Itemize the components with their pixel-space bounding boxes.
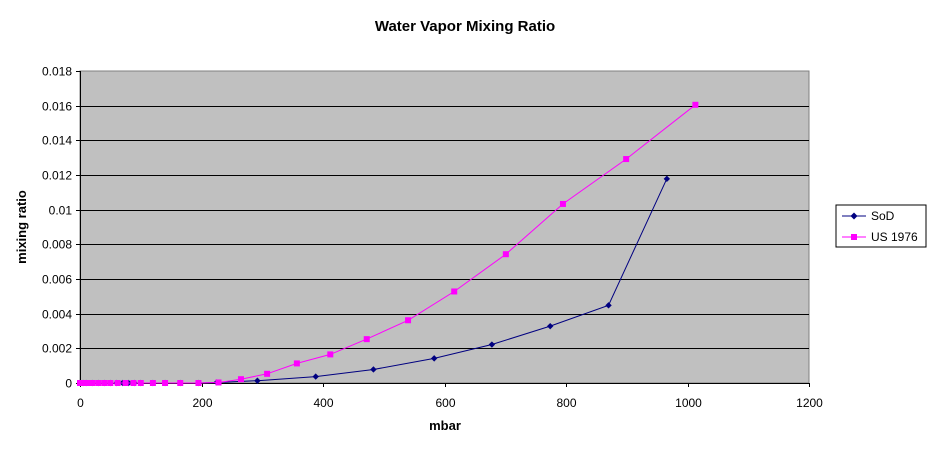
data-point-us1976 [80, 380, 87, 386]
legend-label-us1976: US 1976 [871, 230, 918, 244]
y-tick-label: 0.016 [42, 100, 72, 114]
data-point-us1976 [623, 156, 630, 163]
data-point-us1976 [114, 380, 121, 386]
data-point-sod [547, 322, 554, 330]
data-point-us1976 [130, 380, 137, 386]
axes [76, 71, 810, 387]
plot-area [79, 70, 810, 384]
y-tick-label: 0.006 [42, 273, 72, 287]
y-axis-title: mixing ratio [14, 190, 29, 264]
x-tick-label: 400 [313, 396, 333, 410]
data-point-us1976 [559, 200, 566, 207]
y-tick-label: 0.002 [42, 342, 72, 356]
data-point-us1976 [692, 101, 699, 108]
data-point-us1976 [195, 380, 202, 386]
data-point-us1976 [293, 360, 300, 367]
data-point-sod [605, 302, 612, 309]
data-point-us1976 [84, 380, 91, 386]
chart-title: Water Vapor Mixing Ratio [375, 18, 555, 35]
data-point-us1976 [264, 370, 271, 377]
data-point-us1976 [237, 376, 244, 383]
data-point-us1976 [89, 380, 96, 386]
data-point-us1976 [137, 380, 144, 386]
y-tick-label: 0.008 [42, 238, 72, 252]
data-point-us1976 [502, 251, 509, 258]
tick-labels: 0 0.002 0.004 0.006 0.008 0.01 0.012 0.014 0.016… [42, 65, 823, 411]
gridlines [80, 106, 809, 349]
data-point-sod [370, 366, 377, 373]
x-tick-label: 600 [435, 396, 455, 410]
legend-label-sod: SoD [871, 209, 895, 223]
y-tick-label: 0.014 [42, 134, 72, 148]
x-tick-label: 1200 [796, 396, 823, 410]
y-tick-label: 0 [65, 377, 72, 391]
data-point-us1976 [451, 288, 458, 295]
data-point-us1976 [107, 380, 114, 386]
data-point-us1976 [215, 379, 222, 386]
data-point-us1976 [363, 336, 370, 343]
x-tick-label: 800 [556, 396, 576, 410]
data-point-us1976 [77, 380, 83, 386]
data-point-us1976 [95, 380, 102, 386]
y-tick-label: 0.018 [42, 65, 72, 79]
series-layer [76, 101, 699, 387]
data-point-sod [312, 373, 319, 380]
x-tick-label: 200 [192, 396, 212, 410]
legend: SoD US 1976 [835, 204, 927, 248]
legend-marker-us1976 [851, 234, 857, 240]
y-tick-label: 0.01 [49, 204, 73, 218]
data-point-sod [430, 355, 438, 362]
y-tick-label: 0.012 [42, 169, 72, 183]
legend-marker-sod [850, 212, 858, 220]
data-point-us1976 [327, 351, 334, 358]
x-axis-title: mbar [429, 418, 461, 433]
data-point-sod [663, 175, 671, 183]
x-tick-label: 1000 [675, 396, 702, 410]
data-point-sod [488, 341, 496, 348]
data-point-us1976 [149, 380, 156, 386]
data-point-us1976 [101, 380, 108, 386]
data-point-us1976 [405, 317, 412, 324]
data-point-us1976 [162, 380, 169, 386]
data-point-us1976 [122, 380, 129, 386]
y-tick-label: 0.004 [42, 308, 72, 322]
data-point-sod [254, 377, 261, 384]
x-tick-label: 0 [77, 396, 84, 410]
data-point-us1976 [177, 380, 184, 386]
